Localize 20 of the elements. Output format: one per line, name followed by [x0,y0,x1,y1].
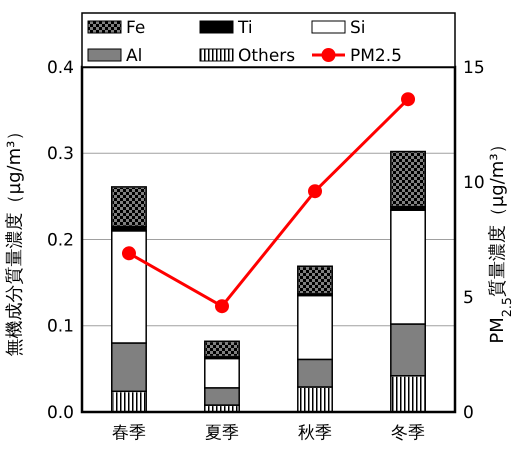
x-tick-label: 秋季 [298,423,332,443]
legend-label: Al [126,46,142,66]
legend-label: Si [350,18,366,38]
legend-label: Fe [126,18,146,38]
x-tick-label: 冬季 [391,423,426,443]
y-tick-label: 0.1 [46,316,74,337]
y2-tick-label: 10 [463,172,485,193]
legend-label: PM2.5 [350,46,402,66]
y-tick-label: 0.0 [46,402,74,423]
y-tick-label: 0.2 [46,230,74,250]
y2-tick-label: 5 [463,288,474,308]
y-tick-label: 0.3 [46,144,74,164]
x-tick-label: 春季 [112,423,146,443]
y-axis-title: 無機成分質量濃度（μg/m³） [4,122,25,356]
legend-label: Ti [237,18,253,38]
y2-tick-label: 15 [463,58,485,78]
x-tick-label: 夏季 [204,423,239,443]
legend-label: Others [238,46,296,66]
y2-tick-label: 0 [463,402,474,423]
y-tick-label: 0.4 [46,58,74,78]
